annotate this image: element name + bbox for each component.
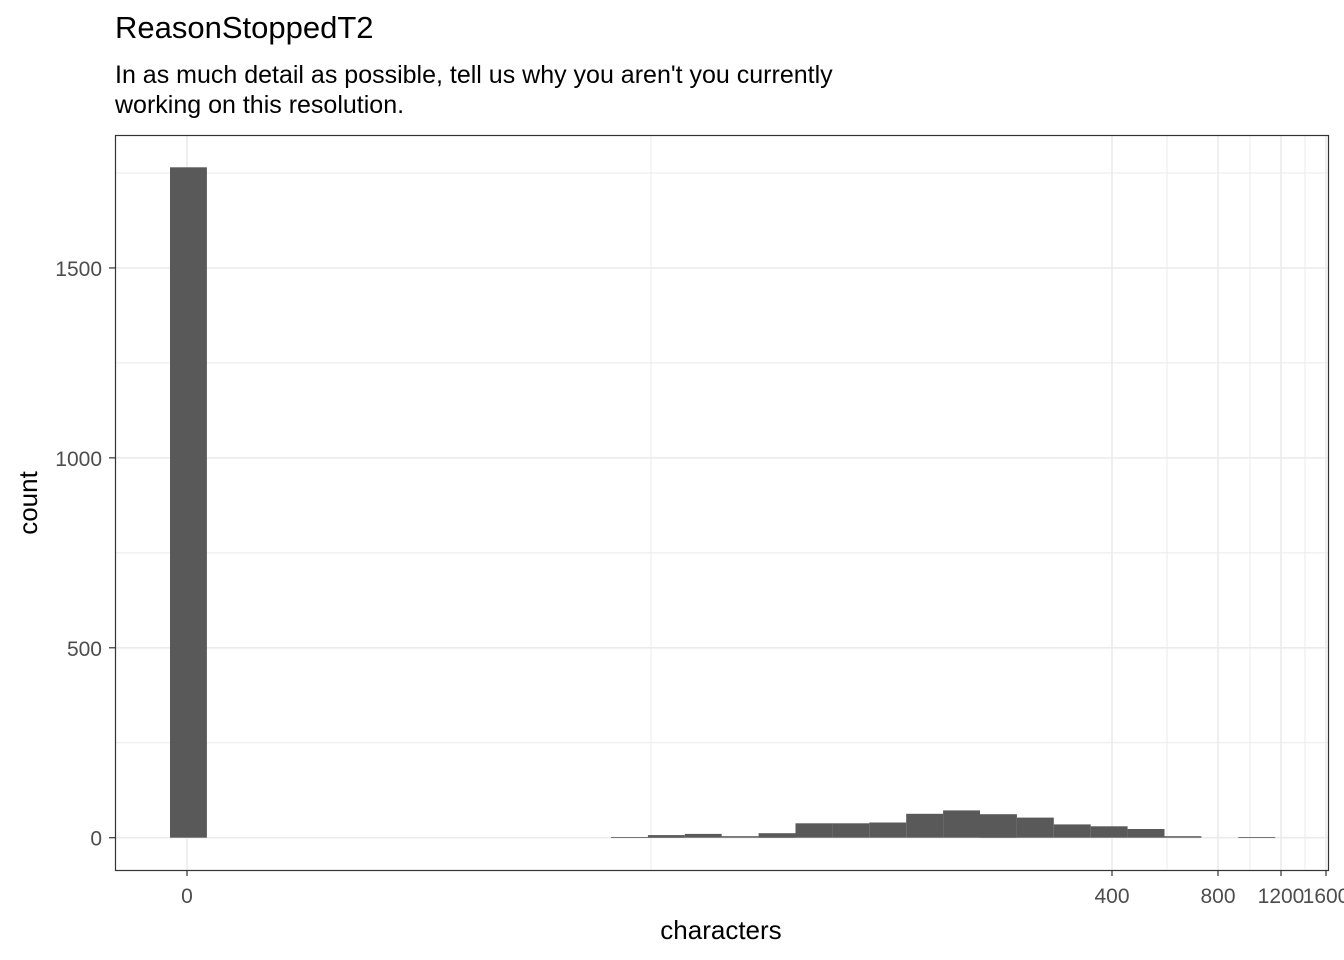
y-tick-label: 0 <box>90 828 102 851</box>
chart-title: ReasonStoppedT2 <box>115 10 374 45</box>
x-tick-label: 1600 <box>1303 885 1344 908</box>
y-tick-label: 500 <box>67 638 102 661</box>
histogram-bar <box>684 833 722 838</box>
y-axis: 0 500 1000 1500 <box>55 258 115 851</box>
histogram-bar <box>943 810 980 838</box>
histogram-bar <box>832 823 870 838</box>
histogram-bar <box>1090 826 1128 838</box>
histogram-bar <box>869 822 907 838</box>
x-axis-label: characters <box>660 915 781 945</box>
histogram-bar <box>1053 824 1091 838</box>
grid-lines <box>115 135 1328 870</box>
histogram-bar <box>1016 817 1054 838</box>
histogram-bar <box>170 167 207 838</box>
y-tick-label: 1000 <box>55 448 102 471</box>
chart-subtitle: In as much detail as possible, tell us w… <box>115 60 1015 120</box>
y-tick-label: 1500 <box>55 258 102 281</box>
y-axis-label: count <box>13 470 43 534</box>
panel-border <box>114 134 1330 872</box>
histogram-bar <box>647 835 685 838</box>
x-tick-label: 0 <box>181 885 193 908</box>
x-tick-label: 1200 <box>1258 885 1305 908</box>
histogram-bar <box>1164 836 1202 838</box>
histogram-bar <box>611 837 648 838</box>
histogram-bar <box>758 833 796 838</box>
chart-subtitle-line-2: working on this resolution. <box>115 91 405 119</box>
chart-subtitle-line-1: In as much detail as possible, tell us w… <box>115 61 833 89</box>
histogram-bar <box>721 836 759 838</box>
histogram-bar <box>906 813 944 838</box>
x-tick-label: 800 <box>1200 885 1235 908</box>
histogram-bar <box>1127 829 1165 838</box>
histogram-bar <box>980 814 1017 838</box>
histogram-bar <box>795 823 833 838</box>
x-tick-label: 400 <box>1094 885 1129 908</box>
histogram-bar <box>1238 837 1276 838</box>
histogram-bars <box>170 167 1276 838</box>
